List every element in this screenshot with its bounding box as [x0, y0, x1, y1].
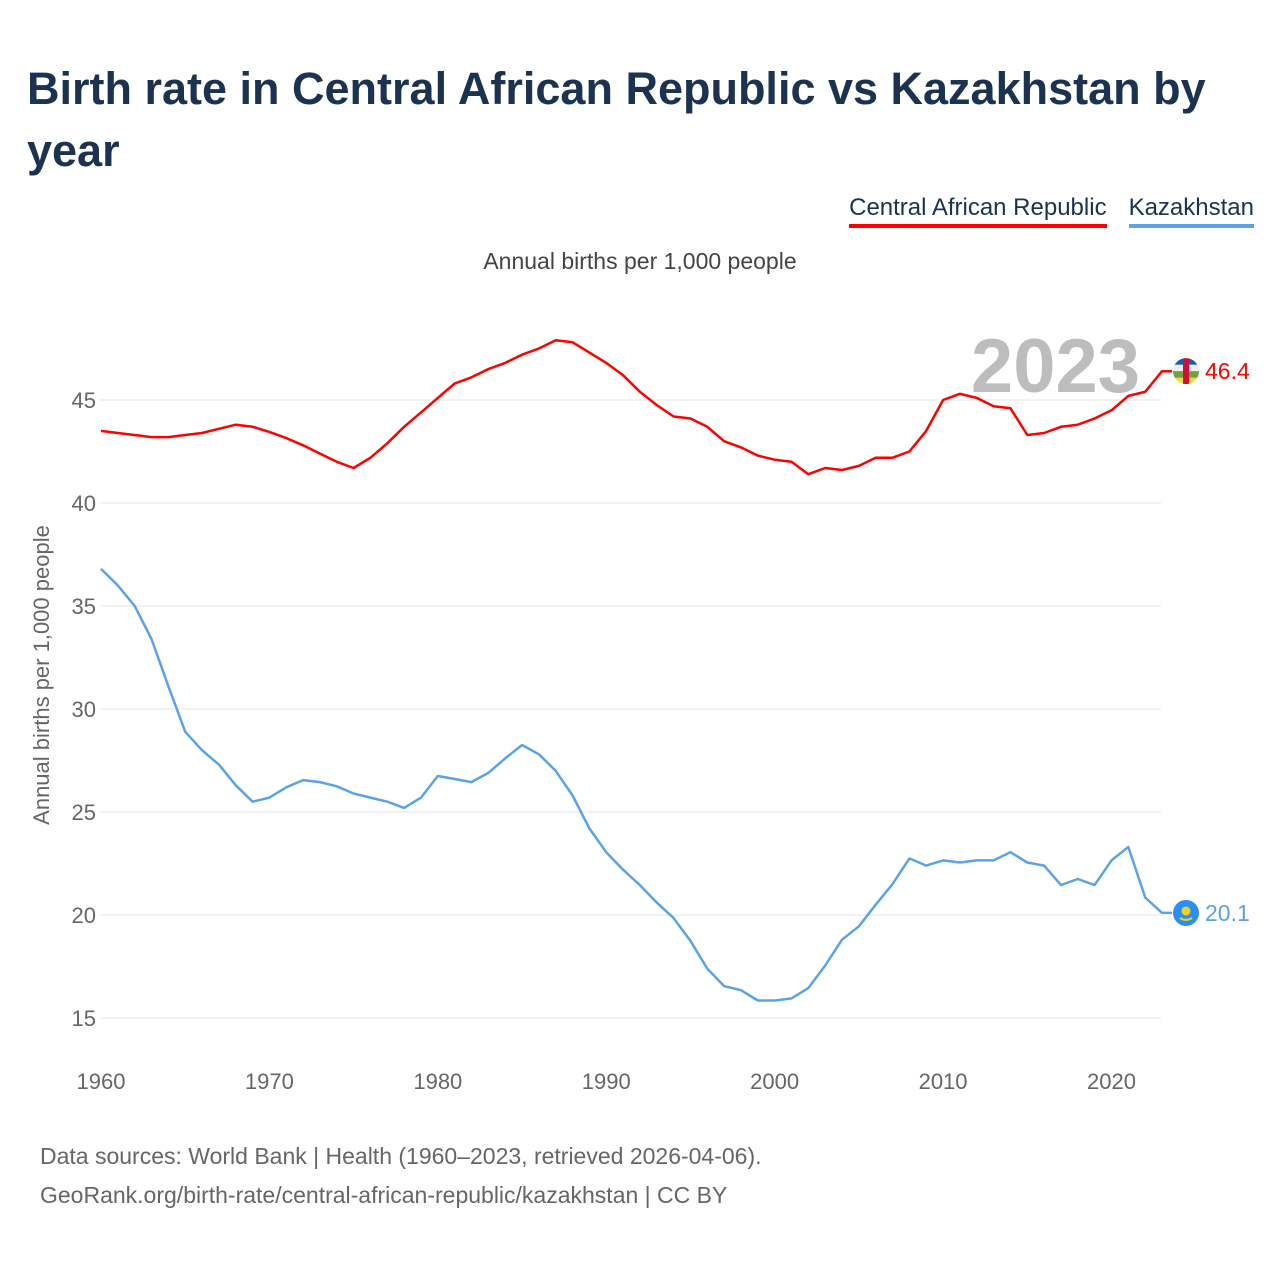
chart-subtitle: Annual births per 1,000 people — [483, 248, 797, 274]
source-line-2[interactable]: GeoRank.org/birth-rate/central-african-r… — [40, 1182, 728, 1208]
x-tick-label: 1960 — [77, 1069, 126, 1094]
source-line-1: Data sources: World Bank | Health (1960–… — [40, 1143, 762, 1169]
x-tick-label: 1970 — [245, 1069, 294, 1094]
kazakhstan-flag-sun — [1181, 906, 1191, 916]
y-tick-label: 40 — [72, 491, 96, 516]
x-tick-label: 2010 — [919, 1069, 968, 1094]
y-tick-label: 35 — [72, 594, 96, 619]
series-line-central-african-republic — [100, 339, 1172, 476]
source-note: Data sources: World Bank | Health (1960–… — [40, 1137, 762, 1215]
x-tick-label: 1990 — [582, 1069, 631, 1094]
year-watermark: 2023 — [971, 324, 1140, 409]
y-tick-label: 25 — [72, 800, 96, 825]
central-african-republic-flag-icon — [1173, 358, 1199, 385]
legend: Central African Republic Kazakhstan — [849, 194, 1254, 228]
x-tick-label: 1980 — [413, 1069, 462, 1094]
x-tick-label: 2020 — [1087, 1069, 1136, 1094]
end-value-label: 46.4 — [1205, 358, 1250, 384]
y-tick-label: 45 — [72, 388, 96, 413]
chart-title: Birth rate in Central African Republic v… — [27, 63, 1206, 176]
legend-item-kazakhstan[interactable]: Kazakhstan — [1128, 194, 1254, 228]
y-tick-label: 30 — [72, 697, 96, 722]
end-value-label: 20.1 — [1205, 900, 1250, 926]
x-tick-label: 2000 — [750, 1069, 799, 1094]
kazakhstan-flag-eagle — [1179, 917, 1193, 921]
series-line-kazakhstan — [100, 568, 1172, 1002]
y-tick-label: 20 — [72, 903, 96, 928]
y-tick-label: 15 — [72, 1006, 96, 1031]
legend-item-central-african-republic[interactable]: Central African Republic — [849, 194, 1107, 228]
